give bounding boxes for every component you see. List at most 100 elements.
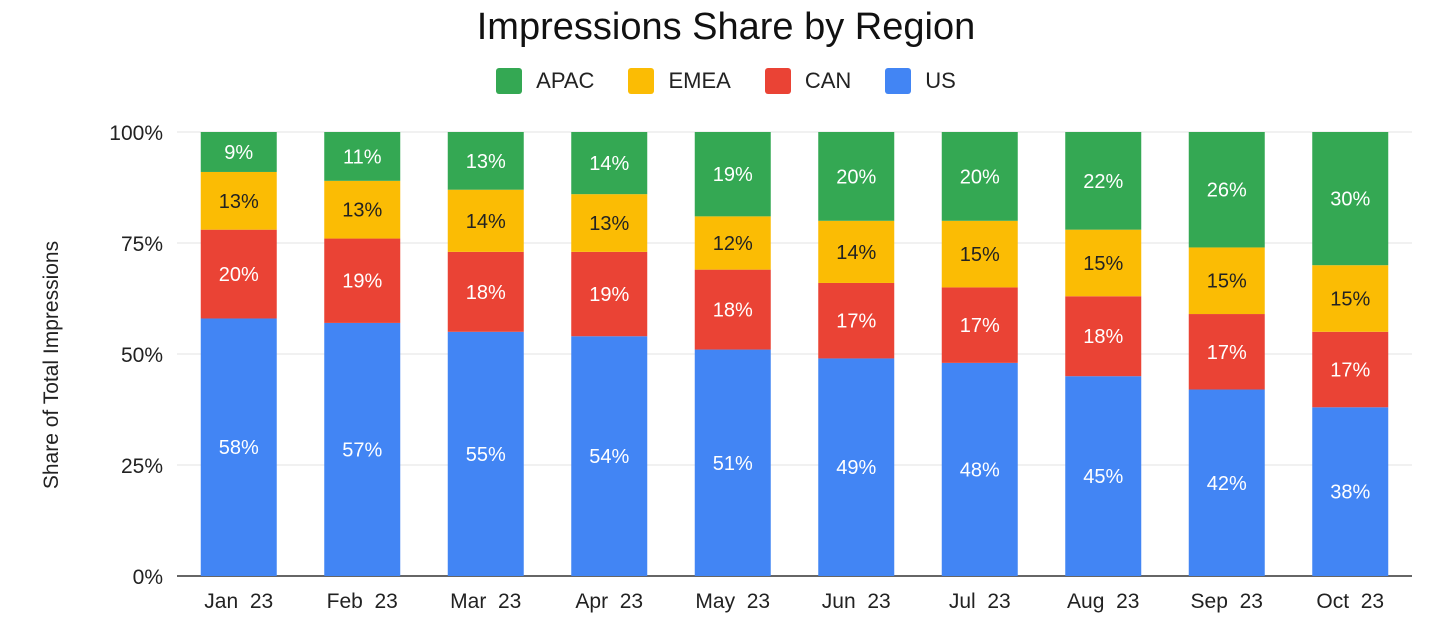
legend-item-emea: EMEA (628, 68, 731, 94)
data-label: 42% (1207, 473, 1247, 495)
data-label: 19% (589, 284, 629, 306)
bar-apac (200, 132, 277, 172)
bar-us (1188, 389, 1265, 576)
data-label: 54% (589, 446, 629, 468)
data-label: 20% (836, 166, 876, 188)
legend-item-apac: APAC (496, 68, 594, 94)
legend-item-us: US (885, 68, 956, 94)
chart-title: Impressions Share by Region (476, 6, 976, 48)
data-label: 14% (836, 242, 876, 264)
data-label: 13% (589, 213, 629, 235)
data-label: 48% (960, 459, 1000, 481)
data-label: 55% (466, 444, 506, 466)
y-axis-label: Share of Total Impressions (40, 241, 63, 489)
y-tick-label: 100% (109, 122, 163, 145)
y-tick-label: 25% (121, 455, 163, 478)
data-label: 13% (342, 200, 382, 222)
bar-can (818, 282, 895, 359)
bar-emea (1065, 229, 1142, 297)
data-label: 13% (466, 151, 506, 173)
legend-item-can: CAN (764, 68, 851, 94)
data-label: 17% (836, 311, 876, 333)
bar-us (694, 349, 771, 576)
bar-emea (200, 171, 277, 230)
legend-label: EMEA (668, 68, 731, 93)
data-label: 26% (1207, 180, 1247, 202)
legend-swatch (885, 68, 912, 94)
legend-label: APAC (536, 68, 595, 93)
y-tick-label: 0% (133, 566, 163, 589)
bar-apac (941, 132, 1018, 221)
bar-us (941, 362, 1018, 576)
bar-can (447, 251, 524, 332)
bar-us (1065, 376, 1142, 576)
bar-emea (818, 220, 895, 283)
bar-can (694, 269, 771, 350)
y-tick-label: 75% (121, 233, 163, 256)
data-label: 38% (1330, 482, 1370, 504)
data-label: 15% (1083, 253, 1123, 275)
bar-can (200, 229, 277, 319)
bar-emea (571, 194, 648, 252)
x-tick-label: Oct 23 (1316, 590, 1384, 613)
bar-apac (324, 132, 401, 181)
bar-us (1312, 407, 1389, 576)
bar-can (941, 287, 1018, 363)
y-tick-label: 50% (121, 344, 163, 367)
bar-apac (818, 132, 895, 221)
bar-can (1312, 331, 1389, 408)
data-label: 58% (219, 437, 259, 459)
x-tick-label: Jun 23 (822, 590, 891, 613)
bar-can (1188, 314, 1265, 390)
legend-label: US (925, 68, 956, 93)
x-tick-label: May 23 (695, 590, 770, 613)
bar-apac (1188, 132, 1265, 248)
legend-swatch (764, 68, 791, 94)
bar-us (571, 336, 648, 576)
data-label: 17% (1207, 342, 1247, 364)
bar-can (1065, 296, 1142, 377)
data-label: 9% (224, 142, 253, 164)
data-label: 22% (1083, 171, 1123, 193)
bar-apac (694, 132, 771, 217)
bar-emea (447, 189, 524, 252)
data-label: 30% (1330, 189, 1370, 211)
data-label: 15% (960, 244, 1000, 266)
data-label: 11% (343, 146, 382, 168)
legend-swatch (496, 68, 523, 94)
bar-apac (447, 132, 524, 190)
x-tick-label: Sep 23 (1191, 590, 1263, 613)
x-tick-label: Jan 23 (204, 590, 273, 613)
data-label: 14% (589, 153, 629, 175)
data-label: 51% (713, 453, 753, 475)
bar-emea (1188, 247, 1265, 315)
data-label: 20% (960, 166, 1000, 188)
data-label: 49% (836, 457, 876, 479)
bar-can (571, 251, 648, 337)
data-label: 19% (342, 271, 382, 293)
x-tick-label: Feb 23 (327, 590, 398, 613)
data-label: 12% (713, 233, 753, 255)
bar-emea (941, 220, 1018, 288)
legend-swatch (628, 68, 655, 94)
bar-us (200, 318, 277, 576)
data-label: 15% (1207, 271, 1247, 293)
data-label: 57% (342, 439, 382, 461)
x-tick-label: Jul 23 (949, 590, 1011, 613)
x-tick-label: Mar 23 (450, 590, 521, 613)
bar-apac (571, 132, 648, 195)
data-label: 18% (1083, 326, 1123, 348)
data-label: 17% (1330, 360, 1370, 382)
bar-can (324, 238, 401, 323)
data-label: 17% (960, 315, 1000, 337)
data-label: 20% (219, 264, 259, 286)
bar-us (447, 331, 524, 576)
data-label: 18% (466, 282, 506, 304)
data-label: 45% (1083, 466, 1123, 488)
bar-apac (1065, 132, 1142, 230)
data-label: 19% (713, 164, 753, 186)
bar-emea (324, 180, 401, 239)
bar-emea (1312, 265, 1389, 332)
bar-us (818, 358, 895, 576)
